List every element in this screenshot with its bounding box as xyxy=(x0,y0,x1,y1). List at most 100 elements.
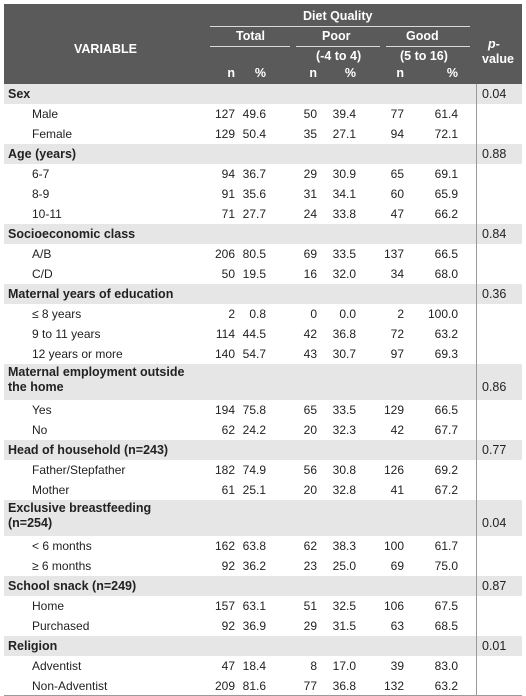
header-good-pct: % xyxy=(446,66,458,80)
cell-total-n: 92 xyxy=(221,559,235,573)
cell-total-pct: 25.1 xyxy=(242,483,266,497)
category-row: School snack (n=249) 0.87 xyxy=(4,576,522,596)
cell-good-pct: 69.3 xyxy=(434,347,458,361)
header-total: Total xyxy=(236,29,265,43)
cell-poor-n: 0 xyxy=(310,307,317,321)
p-value: 0.84 xyxy=(482,227,507,241)
cell-total-pct: 36.9 xyxy=(242,619,266,633)
cell-poor-pct: 25.0 xyxy=(332,559,356,573)
table-row: Purchased 92 36.9 29 31.5 63 68.5 xyxy=(4,616,522,636)
cell-good-pct: 61.7 xyxy=(434,539,458,553)
row-label: Female xyxy=(32,127,73,141)
cell-poor-pct: 27.1 xyxy=(332,127,356,141)
header-poor: Poor xyxy=(322,29,351,43)
header-good: Good xyxy=(406,29,439,43)
cell-total-pct: 63.8 xyxy=(242,539,266,553)
category-label-line2: the home xyxy=(8,380,64,394)
table-row: Home 157 63.1 51 32.5 106 67.5 xyxy=(4,596,522,616)
cell-poor-n: 20 xyxy=(303,423,317,437)
cell-good-pct: 69.2 xyxy=(434,463,458,477)
cell-good-pct: 69.1 xyxy=(434,167,458,181)
cell-total-pct: 75.8 xyxy=(242,403,266,417)
table-row: Male 127 49.6 50 39.4 77 61.4 xyxy=(4,104,522,124)
cell-good-n: 77 xyxy=(390,107,404,121)
cell-good-n: 132 xyxy=(383,679,404,693)
category-label: Maternal years of education xyxy=(8,287,174,301)
cell-poor-n: 29 xyxy=(303,619,317,633)
cell-good-n: 100 xyxy=(383,539,404,553)
cell-poor-pct: 32.3 xyxy=(332,423,356,437)
category-row: Head of household (n=243) 0.77 xyxy=(4,440,522,460)
table-row: Yes 194 75.8 65 33.5 129 66.5 xyxy=(4,400,522,420)
cell-good-n: 126 xyxy=(383,463,404,477)
cell-poor-pct: 36.8 xyxy=(332,327,356,341)
table-row: ≤ 8 years 2 0.8 0 0.0 2 100.0 xyxy=(4,304,522,324)
row-label: Purchased xyxy=(32,619,90,633)
row-label: Male xyxy=(32,107,59,121)
row-label: Yes xyxy=(32,403,52,417)
cell-good-n: 2 xyxy=(397,307,404,321)
cell-good-pct: 100.0 xyxy=(427,307,458,321)
table-row: No 62 24.2 20 32.3 42 67.7 xyxy=(4,420,522,440)
category-row: Socioeconomic class 0.84 xyxy=(4,224,522,244)
row-label: Mother xyxy=(32,483,70,497)
cell-poor-n: 35 xyxy=(303,127,317,141)
header-total-n: n xyxy=(227,66,235,80)
cell-total-pct: 63.1 xyxy=(242,599,266,613)
cell-total-n: 157 xyxy=(214,599,235,613)
cell-total-n: 92 xyxy=(221,619,235,633)
cell-poor-pct: 32.5 xyxy=(332,599,356,613)
category-row: Sex 0.04 xyxy=(4,84,522,104)
cell-poor-pct: 30.7 xyxy=(332,347,356,361)
cell-poor-pct: 32.0 xyxy=(332,267,356,281)
cell-poor-pct: 31.5 xyxy=(332,619,356,633)
cell-poor-pct: 32.8 xyxy=(332,483,356,497)
cell-good-n: 106 xyxy=(383,599,404,613)
row-label: < 6 months xyxy=(32,539,92,553)
row-label: Adventist xyxy=(32,659,82,673)
table-row: 10-11 71 27.7 24 33.8 47 66.2 xyxy=(4,204,522,224)
cell-total-n: 50 xyxy=(221,267,235,281)
cell-total-n: 140 xyxy=(214,347,235,361)
header-p-value-line1: p- xyxy=(488,37,500,51)
row-label: A/B xyxy=(32,247,52,261)
p-value: 0.86 xyxy=(482,380,507,394)
cell-total-n: 91 xyxy=(221,187,235,201)
cell-good-n: 69 xyxy=(390,559,404,573)
cell-total-n: 127 xyxy=(214,107,235,121)
header-poor-pct: % xyxy=(344,66,356,80)
cell-poor-pct: 39.4 xyxy=(332,107,356,121)
table-row: 12 years or more 140 54.7 43 30.7 97 69.3 xyxy=(4,344,522,364)
category-label: Age (years) xyxy=(8,147,77,161)
cell-poor-pct: 36.8 xyxy=(332,679,356,693)
cell-total-pct: 36.7 xyxy=(242,167,266,181)
cell-total-pct: 19.5 xyxy=(242,267,266,281)
cell-good-n: 60 xyxy=(390,187,404,201)
header-diet-quality: Diet Quality xyxy=(303,9,373,23)
cell-total-n: 206 xyxy=(214,247,235,261)
cell-poor-n: 23 xyxy=(303,559,317,573)
cell-good-n: 137 xyxy=(383,247,404,261)
table-row: ≥ 6 months 92 36.2 23 25.0 69 75.0 xyxy=(4,556,522,576)
row-label: ≤ 8 years xyxy=(32,307,82,321)
cell-poor-n: 62 xyxy=(303,539,317,553)
header-p-value-line2: value xyxy=(482,52,514,66)
cell-good-pct: 66.2 xyxy=(434,207,458,221)
cell-good-n: 41 xyxy=(390,483,404,497)
cell-good-pct: 68.0 xyxy=(434,267,458,281)
category-label: Socioeconomic class xyxy=(8,227,136,241)
cell-good-pct: 83.0 xyxy=(434,659,458,673)
cell-total-pct: 35.6 xyxy=(242,187,266,201)
p-value: 0.88 xyxy=(482,147,507,161)
category-label-line2: (n=254) xyxy=(8,516,53,530)
cell-total-pct: 50.4 xyxy=(242,127,266,141)
cell-good-n: 39 xyxy=(390,659,404,673)
cell-poor-n: 29 xyxy=(303,167,317,181)
table-row: Adventist 47 18.4 8 17.0 39 83.0 xyxy=(4,656,522,676)
row-label: Home xyxy=(32,599,65,613)
cell-total-pct: 80.5 xyxy=(242,247,266,261)
header-variable: VARIABLE xyxy=(74,42,137,56)
cell-good-pct: 61.4 xyxy=(434,107,458,121)
cell-total-pct: 81.6 xyxy=(242,679,266,693)
cell-poor-pct: 38.3 xyxy=(332,539,356,553)
